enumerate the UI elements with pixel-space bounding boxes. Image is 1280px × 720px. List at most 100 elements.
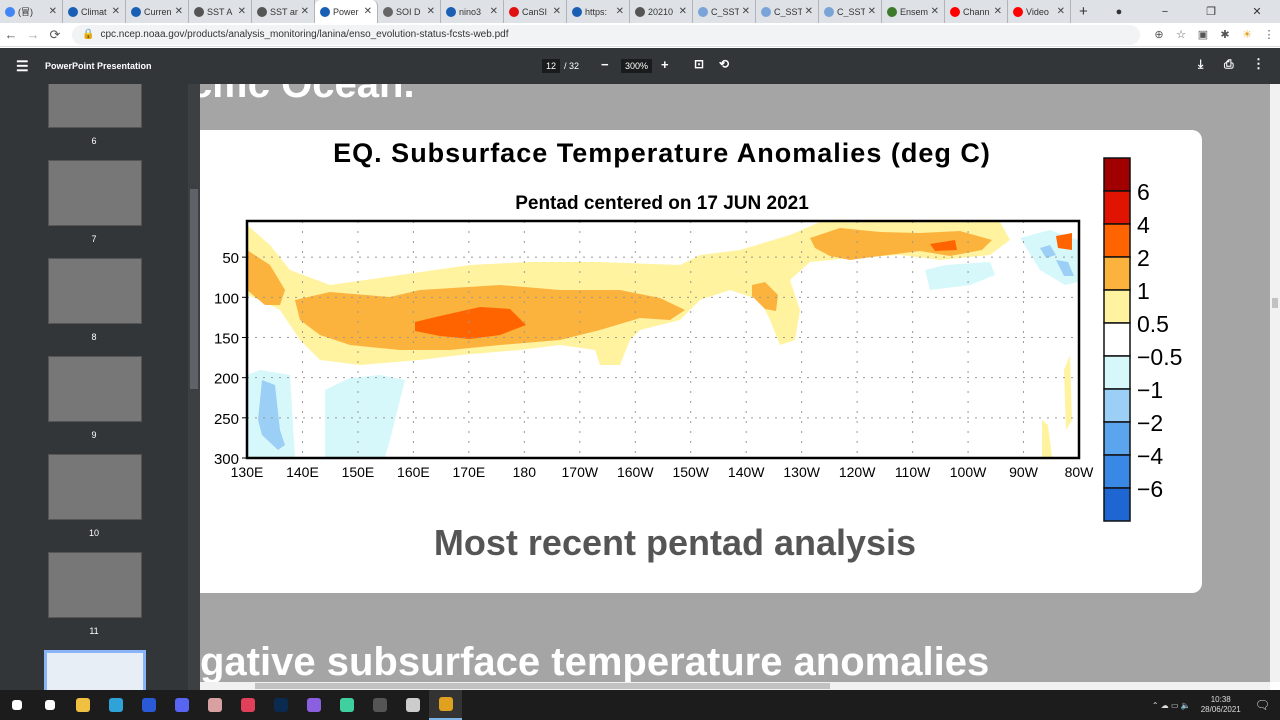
close-tab-icon[interactable]: ✕ [993,6,1002,17]
anomaly-contour-region [925,262,995,290]
obs-icon[interactable] [363,690,396,720]
tab[interactable]: SOI D ✕ [378,0,441,23]
app-circle-icon[interactable] [297,690,330,720]
tab[interactable]: (冒) ✕ [0,0,63,23]
close-tab-icon[interactable]: ✕ [804,6,813,17]
forward-icon[interactable]: → [26,27,40,42]
page-thumbnail[interactable] [48,454,142,520]
more-options-icon[interactable]: ⋮ [1252,56,1265,71]
tab[interactable]: Ensem ✕ [882,0,945,23]
menu-kebab-icon[interactable]: ⋮ [1263,29,1275,41]
page-thumbnail[interactable] [48,552,142,618]
tab[interactable]: C_SST ✕ [819,0,882,23]
apec-icon [824,6,834,17]
page-thumbnail[interactable] [44,650,146,690]
page-thumbnail[interactable] [48,356,142,422]
menu-hamburger-icon[interactable]: ☰ [16,58,29,74]
sidebar-scrollbar[interactable] [188,84,200,690]
horizontal-scrollbar[interactable] [200,682,1270,690]
close-tab-icon[interactable]: ✕ [867,6,876,17]
windows-start-icon[interactable] [0,690,33,720]
apec-icon [761,6,771,17]
google-icon [5,6,15,17]
noaa-icon [131,6,141,17]
close-tab-icon[interactable]: ✕ [552,6,561,17]
close-tab-icon[interactable]: ✕ [678,6,687,17]
close-tab-icon[interactable]: ✕ [489,6,498,17]
anomaly-contour-region [1064,355,1072,430]
close-tab-icon[interactable]: ✕ [48,6,57,17]
anomaly-contour-region [1056,260,1074,276]
tab-title: nino3 [459,6,482,17]
tab[interactable]: Chann ✕ [945,0,1008,23]
url-field[interactable]: 🔒 cpc.ncep.noaa.gov/products/analysis_mo… [72,24,1140,45]
close-tab-icon[interactable]: ✕ [741,6,750,17]
close-window-button[interactable]: ✕ [1252,6,1262,18]
malwarebytes-icon[interactable] [132,690,165,720]
tab[interactable]: Climat ✕ [63,0,126,23]
tab[interactable]: C_SST ✕ [693,0,756,23]
discord-icon[interactable] [165,690,198,720]
close-tab-icon[interactable]: ✕ [300,6,309,17]
file-explorer-icon[interactable] [66,690,99,720]
close-tab-icon[interactable]: ✕ [363,6,372,17]
close-tab-icon[interactable]: ✕ [930,6,939,17]
zoom-out-button[interactable]: − [601,57,609,72]
fit-page-icon[interactable]: ⊡ [694,57,705,71]
close-tab-icon[interactable]: ✕ [615,6,624,17]
close-tab-icon[interactable]: ✕ [174,6,183,17]
reload-icon[interactable]: ⟳ [49,26,61,42]
clock-time[interactable]: 10:38 [1210,695,1231,704]
creative-cloud-icon[interactable] [231,690,264,720]
print-icon[interactable]: ⎙ [1224,57,1234,71]
tab[interactable]: SST A ✕ [189,0,252,23]
bookmark-star-icon[interactable]: ☆ [1176,29,1186,41]
notepad-icon[interactable] [396,690,429,720]
tab[interactable]: Video ✕ [1008,0,1071,23]
page-thumbnail[interactable] [48,84,142,128]
app-green-icon[interactable] [330,690,363,720]
y-tick-label: 50 [222,250,239,267]
zoom-icon[interactable]: ⊕ [1154,29,1164,41]
zoom-in-button[interactable]: + [661,57,669,72]
new-tab-button[interactable]: + [1079,3,1088,20]
extensions-puzzle-icon[interactable]: ✱ [1220,29,1230,41]
anomaly-contour-region [415,307,526,339]
notifications-icon[interactable]: 🗨 [1254,698,1270,712]
page-thumbnail[interactable] [48,258,142,324]
restore-button[interactable]: ❐ [1206,6,1216,18]
edge-icon[interactable] [99,690,132,720]
minimize-button[interactable]: − [1161,5,1169,18]
canada-icon [509,6,519,17]
vertical-scrollbar[interactable] [1270,84,1280,682]
close-tab-icon[interactable]: ✕ [1056,6,1065,17]
clock-date[interactable]: 28/06/2021 [1200,705,1241,714]
page-thumbnail[interactable] [48,160,142,226]
back-icon[interactable]: ← [4,27,18,42]
system-tray-icons[interactable]: ⌃ ☁ ▭ 🔈 [1151,700,1191,710]
search-icon[interactable] [33,690,66,720]
tab[interactable]: 20210 ✕ [630,0,693,23]
close-tab-icon[interactable]: ✕ [426,6,435,17]
tab[interactable]: https: ✕ [567,0,630,23]
zoom-level-input[interactable]: 300% [621,59,653,73]
rotate-icon[interactable]: ⟲ [719,57,730,71]
tab[interactable]: SST ar ✕ [252,0,315,23]
extension-icon[interactable]: ▣ [1197,29,1209,41]
paint-icon[interactable] [198,690,231,720]
tab[interactable]: C_SST ✕ [756,0,819,23]
tab[interactable]: Curren ✕ [126,0,189,23]
download-icon[interactable]: ⤓ [1198,57,1204,71]
tab[interactable]: nino3 ✕ [441,0,504,23]
close-tab-icon[interactable]: ✕ [237,6,246,17]
photoshop-icon[interactable] [264,690,297,720]
chrome-icon[interactable] [429,690,462,720]
tab[interactable]: Power ✕ [315,0,378,23]
close-tab-icon[interactable]: ✕ [111,6,120,17]
tab[interactable]: CanSI ✕ [504,0,567,23]
page-number-input[interactable]: 12 [542,59,561,73]
profile-menu-icon[interactable]: ● [1115,5,1123,18]
subsurface-anomaly-chart: EQ. Subsurface Temperature Anomalies (de… [214,138,1182,522]
profile-avatar-icon[interactable]: ☀ [1242,29,1252,41]
youtube-icon [950,6,960,17]
